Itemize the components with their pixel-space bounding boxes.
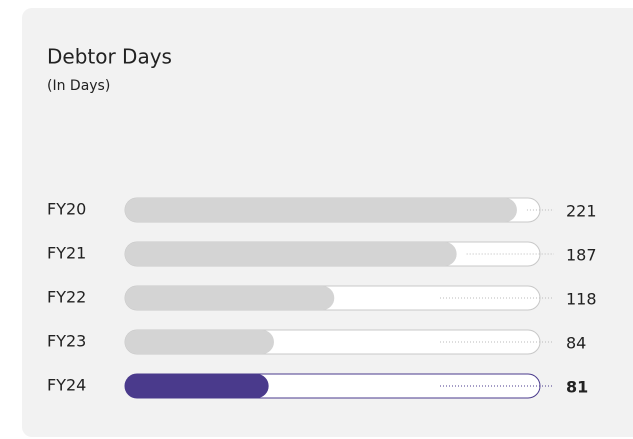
- category-label: FY23: [47, 332, 86, 351]
- bar: [125, 198, 517, 222]
- value-label: 118: [566, 290, 597, 309]
- bar: [125, 374, 269, 398]
- bar: [125, 330, 274, 354]
- category-label: FY20: [47, 200, 86, 219]
- category-label: FY21: [47, 244, 86, 263]
- bar: [125, 242, 457, 266]
- value-label: 187: [566, 246, 597, 265]
- value-label: 221: [566, 202, 597, 221]
- value-label: 84: [566, 334, 586, 353]
- bar: [125, 286, 335, 310]
- chart-title: Debtor Days: [47, 45, 172, 69]
- category-label: FY22: [47, 288, 86, 307]
- category-label: FY24: [47, 376, 86, 395]
- chart-subtitle: (In Days): [47, 78, 110, 94]
- value-label: 81: [566, 378, 588, 397]
